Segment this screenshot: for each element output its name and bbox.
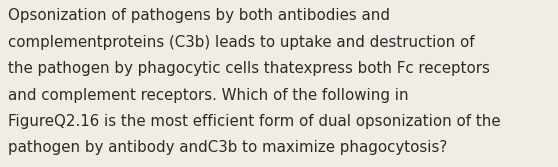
Text: complementproteins (C3b) leads to uptake and destruction of: complementproteins (C3b) leads to uptake… xyxy=(8,35,475,50)
Text: and complement receptors. Which of the following in: and complement receptors. Which of the f… xyxy=(8,88,409,103)
Text: pathogen by antibody andC3b to maximize phagocytosis?: pathogen by antibody andC3b to maximize … xyxy=(8,140,448,155)
Text: Opsonization of pathogens by both antibodies and: Opsonization of pathogens by both antibo… xyxy=(8,8,391,23)
Text: FigureQ2.16 is the most efficient form of dual opsonization of the: FigureQ2.16 is the most efficient form o… xyxy=(8,114,501,129)
Text: the pathogen by phagocytic cells thatexpress both Fc receptors: the pathogen by phagocytic cells thatexp… xyxy=(8,61,490,76)
